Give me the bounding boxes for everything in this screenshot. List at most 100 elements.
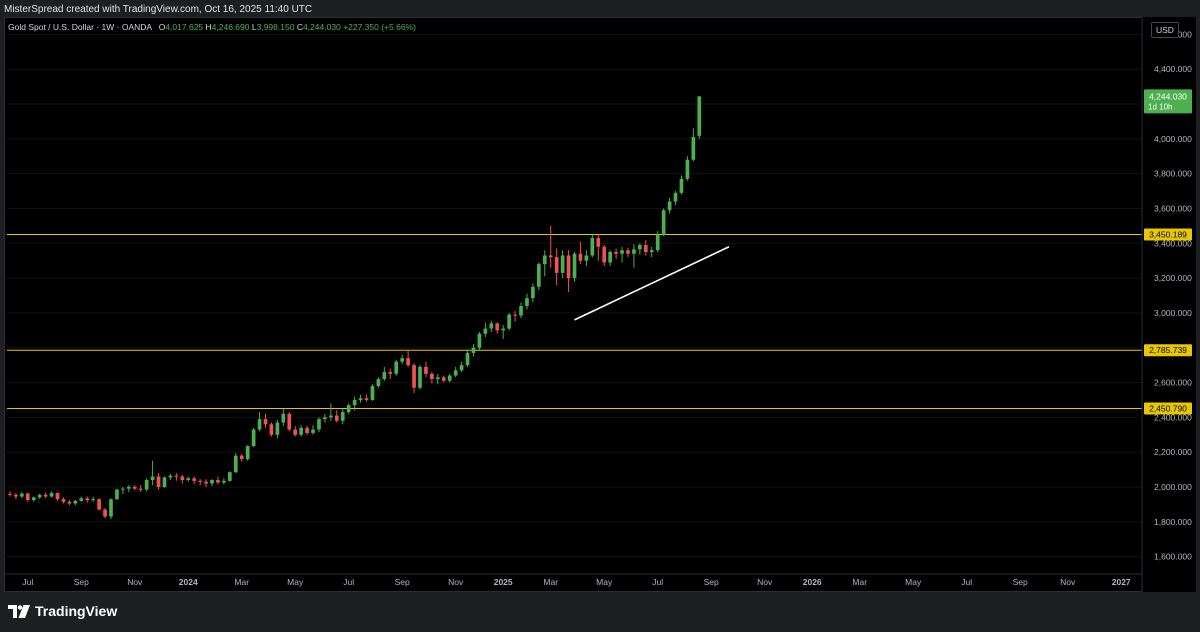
time-axis: Jul Sep Nov 2024 Mar May Jul Sep Nov 2025 Mar May Ju… [4,573,1142,587]
candle-body [168,475,173,478]
candle-body [287,413,292,430]
candle-body [103,509,107,517]
candle-body [20,493,24,497]
candle-body [198,480,202,482]
candle-body [626,250,630,254]
candle-body [269,424,274,435]
candle-body [25,493,30,501]
x-tick-label: Jul [652,577,663,587]
currency-unit-badge[interactable]: USD [1151,22,1179,38]
candle-body [204,481,208,484]
level-price-tag [1144,344,1192,357]
y-tick-label: 4,400.000 [1154,64,1192,74]
x-tick-label: 2025 [494,577,513,587]
horizontal-levels-layer [7,234,1142,410]
last-price-tag [1144,89,1192,114]
candle-body [257,419,262,430]
candle-body [115,489,119,500]
candle-body [222,480,226,483]
candle-body [400,358,405,362]
candle-body [643,245,648,252]
candle-body [61,499,66,502]
candle-body [281,413,286,423]
candle-body [477,333,482,348]
candle-body [394,361,399,374]
candle-body [501,328,506,331]
y-tick-label: 3,400.000 [1154,238,1192,248]
candle-body [447,375,452,381]
candle-body [227,472,232,481]
x-tick-label: May [596,577,613,587]
level-price-label: 3,450.189 [1149,230,1187,240]
x-tick-label: Sep [395,577,410,587]
candle-body [495,323,500,331]
x-tick-label: May [287,577,304,587]
y-tick-label: 4,000.000 [1154,134,1192,144]
candle-body [150,476,155,481]
candle-body [293,429,298,435]
candle-body [471,347,476,353]
candle-body [138,488,143,490]
candle-body [186,478,191,481]
tradingview-logo[interactable]: TradingView [8,603,117,619]
candle-body [406,358,410,366]
candle-body [412,365,416,388]
x-tick-label: Sep [704,577,719,587]
candle-body [323,417,327,420]
candle-body [614,251,618,254]
bar-countdown-label: 1d 10h [1148,102,1172,111]
candle-body [132,486,137,489]
candle-body [649,250,654,252]
grid-layer [7,33,1142,558]
candlestick-chart[interactable]: 1,600.000 1,800.000 2,000.000 2,200.000 2,40… [4,17,1196,592]
x-tick-label: Jul [343,577,354,587]
candle-body [121,488,125,490]
candle-body [459,365,464,371]
candle-body [465,352,470,366]
candle-body [43,494,48,497]
candle-body [388,372,393,374]
candles-layer [8,95,702,520]
trendline [574,246,730,321]
candle-body [435,377,440,380]
candle-body [655,234,660,251]
candle-body [542,255,547,265]
candle-body [299,427,303,435]
candle-body [329,415,333,418]
candle-body [513,314,517,316]
y-tick-label: 1,800.000 [1154,517,1192,527]
x-tick-label: Nov [757,577,773,587]
candle-body [418,366,422,388]
candle-body [578,253,583,261]
candle-body [489,323,494,329]
chart-credit: MisterSpread created with TradingView.co… [4,4,313,15]
x-tick-label: Nov [1060,577,1076,587]
tradingview-logo-icon [8,604,30,618]
candle-body [364,398,369,400]
candle-body [251,429,256,447]
y-tick-label: 2,000.000 [1154,482,1192,492]
x-tick-label: Mar [543,577,558,587]
x-tick-label: Mar [852,577,867,587]
candle-body [311,429,315,434]
candle-body [430,373,434,380]
candle-body [608,251,612,263]
trendline-layer [574,246,730,321]
candle-body [537,264,541,287]
y-tick-label: 3,800.000 [1154,169,1192,179]
candle-body [531,286,535,299]
level-price-label: 2,450.790 [1149,404,1187,414]
candle-body [334,415,339,421]
y-tick-label: 2,400.000 [1154,412,1192,422]
change-value: +227.350 (+5.66%) [343,22,416,32]
candle-body [192,478,197,481]
x-tick-label: 2024 [179,577,198,587]
y-tick-label: 2,600.000 [1154,378,1192,388]
candle-body [174,475,179,477]
candle-body [358,398,363,400]
x-tick-label: Jul [961,577,972,587]
candle-body [519,305,523,316]
high-label: H [205,22,212,32]
candle-body [691,137,696,160]
chart-frame[interactable] [4,17,1196,592]
